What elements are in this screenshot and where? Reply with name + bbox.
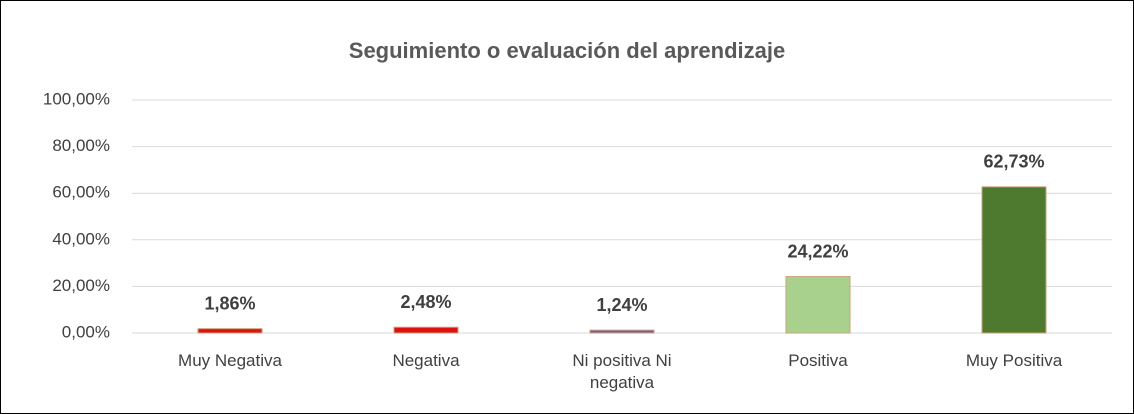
data-label: 2,48% xyxy=(400,292,451,312)
data-label: 1,24% xyxy=(596,295,647,315)
x-tick-label-box: Negativa xyxy=(392,351,460,370)
x-tick-label: Muy Positiva xyxy=(965,351,1063,370)
y-tick-label: 40,00% xyxy=(52,229,110,248)
x-tick-label: Ni positiva Ni negativa xyxy=(572,351,672,392)
data-label: 1,86% xyxy=(204,293,255,313)
x-tick-label: Positiva xyxy=(788,351,848,370)
y-tick-label: 0,00% xyxy=(62,322,110,341)
bar xyxy=(785,276,851,334)
bar xyxy=(393,326,459,334)
data-label: 24,22% xyxy=(787,241,848,261)
x-tick-label: Negativa xyxy=(392,351,460,370)
y-tick-label: 100,00% xyxy=(43,89,110,108)
x-tick-label-box: Muy Positiva xyxy=(965,351,1063,370)
x-tick-label-box: Muy Negativa xyxy=(178,351,282,370)
bar xyxy=(589,329,655,334)
y-tick-label: 60,00% xyxy=(52,183,110,202)
bar xyxy=(981,186,1047,334)
y-tick-label: 80,00% xyxy=(52,136,110,155)
data-label: 62,73% xyxy=(983,152,1044,172)
x-tick-label-box: Ni positiva Ni negativa xyxy=(572,351,672,392)
x-tick-label-box: Positiva xyxy=(788,351,848,370)
bar xyxy=(197,328,263,334)
y-tick-label: 20,00% xyxy=(52,276,110,295)
x-tick-label: Muy Negativa xyxy=(178,351,282,370)
chart-title: Seguimiento o evaluación del aprendizaje xyxy=(349,38,785,63)
